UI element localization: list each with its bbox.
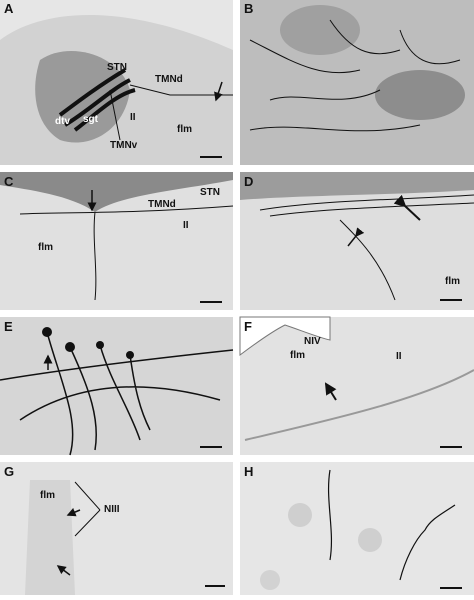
panel-letter: C [4,174,14,189]
label: flm [290,350,305,361]
panel-letter: A [4,1,14,16]
label: flm [177,124,192,135]
panel-letter: D [244,174,253,189]
label: TMNv [110,140,138,151]
label: flm [38,242,53,253]
label: STN [200,187,220,198]
label: dtv [55,116,70,127]
label: NIII [104,504,120,515]
panel-c: C TMNd STN II flm [0,172,234,310]
label: STN [107,62,127,73]
panel-letter: E [4,319,13,334]
panel-letter: B [244,1,253,16]
panel-h: H [240,462,474,595]
label: flm [40,490,55,501]
panel-d: D flm [240,172,474,310]
label: TMNd [148,199,176,210]
label: sgt [83,114,99,125]
label: II [183,220,189,231]
panel-e: E [0,317,234,456]
label: TMNd [155,74,183,85]
panel-letter: H [244,464,253,479]
panel-b: B [240,0,474,165]
panel-f: F NIV flm II [239,316,474,455]
panel-a: A STN TMNd dtv sgt II flm TMNv [0,0,233,165]
panel-letter: F [244,319,252,334]
label: II [396,351,402,362]
label: NIV [304,336,321,347]
label: II [130,112,136,123]
panel-g: G flm NIII [0,462,233,595]
panel-letter: G [4,464,14,479]
label: flm [445,276,460,287]
